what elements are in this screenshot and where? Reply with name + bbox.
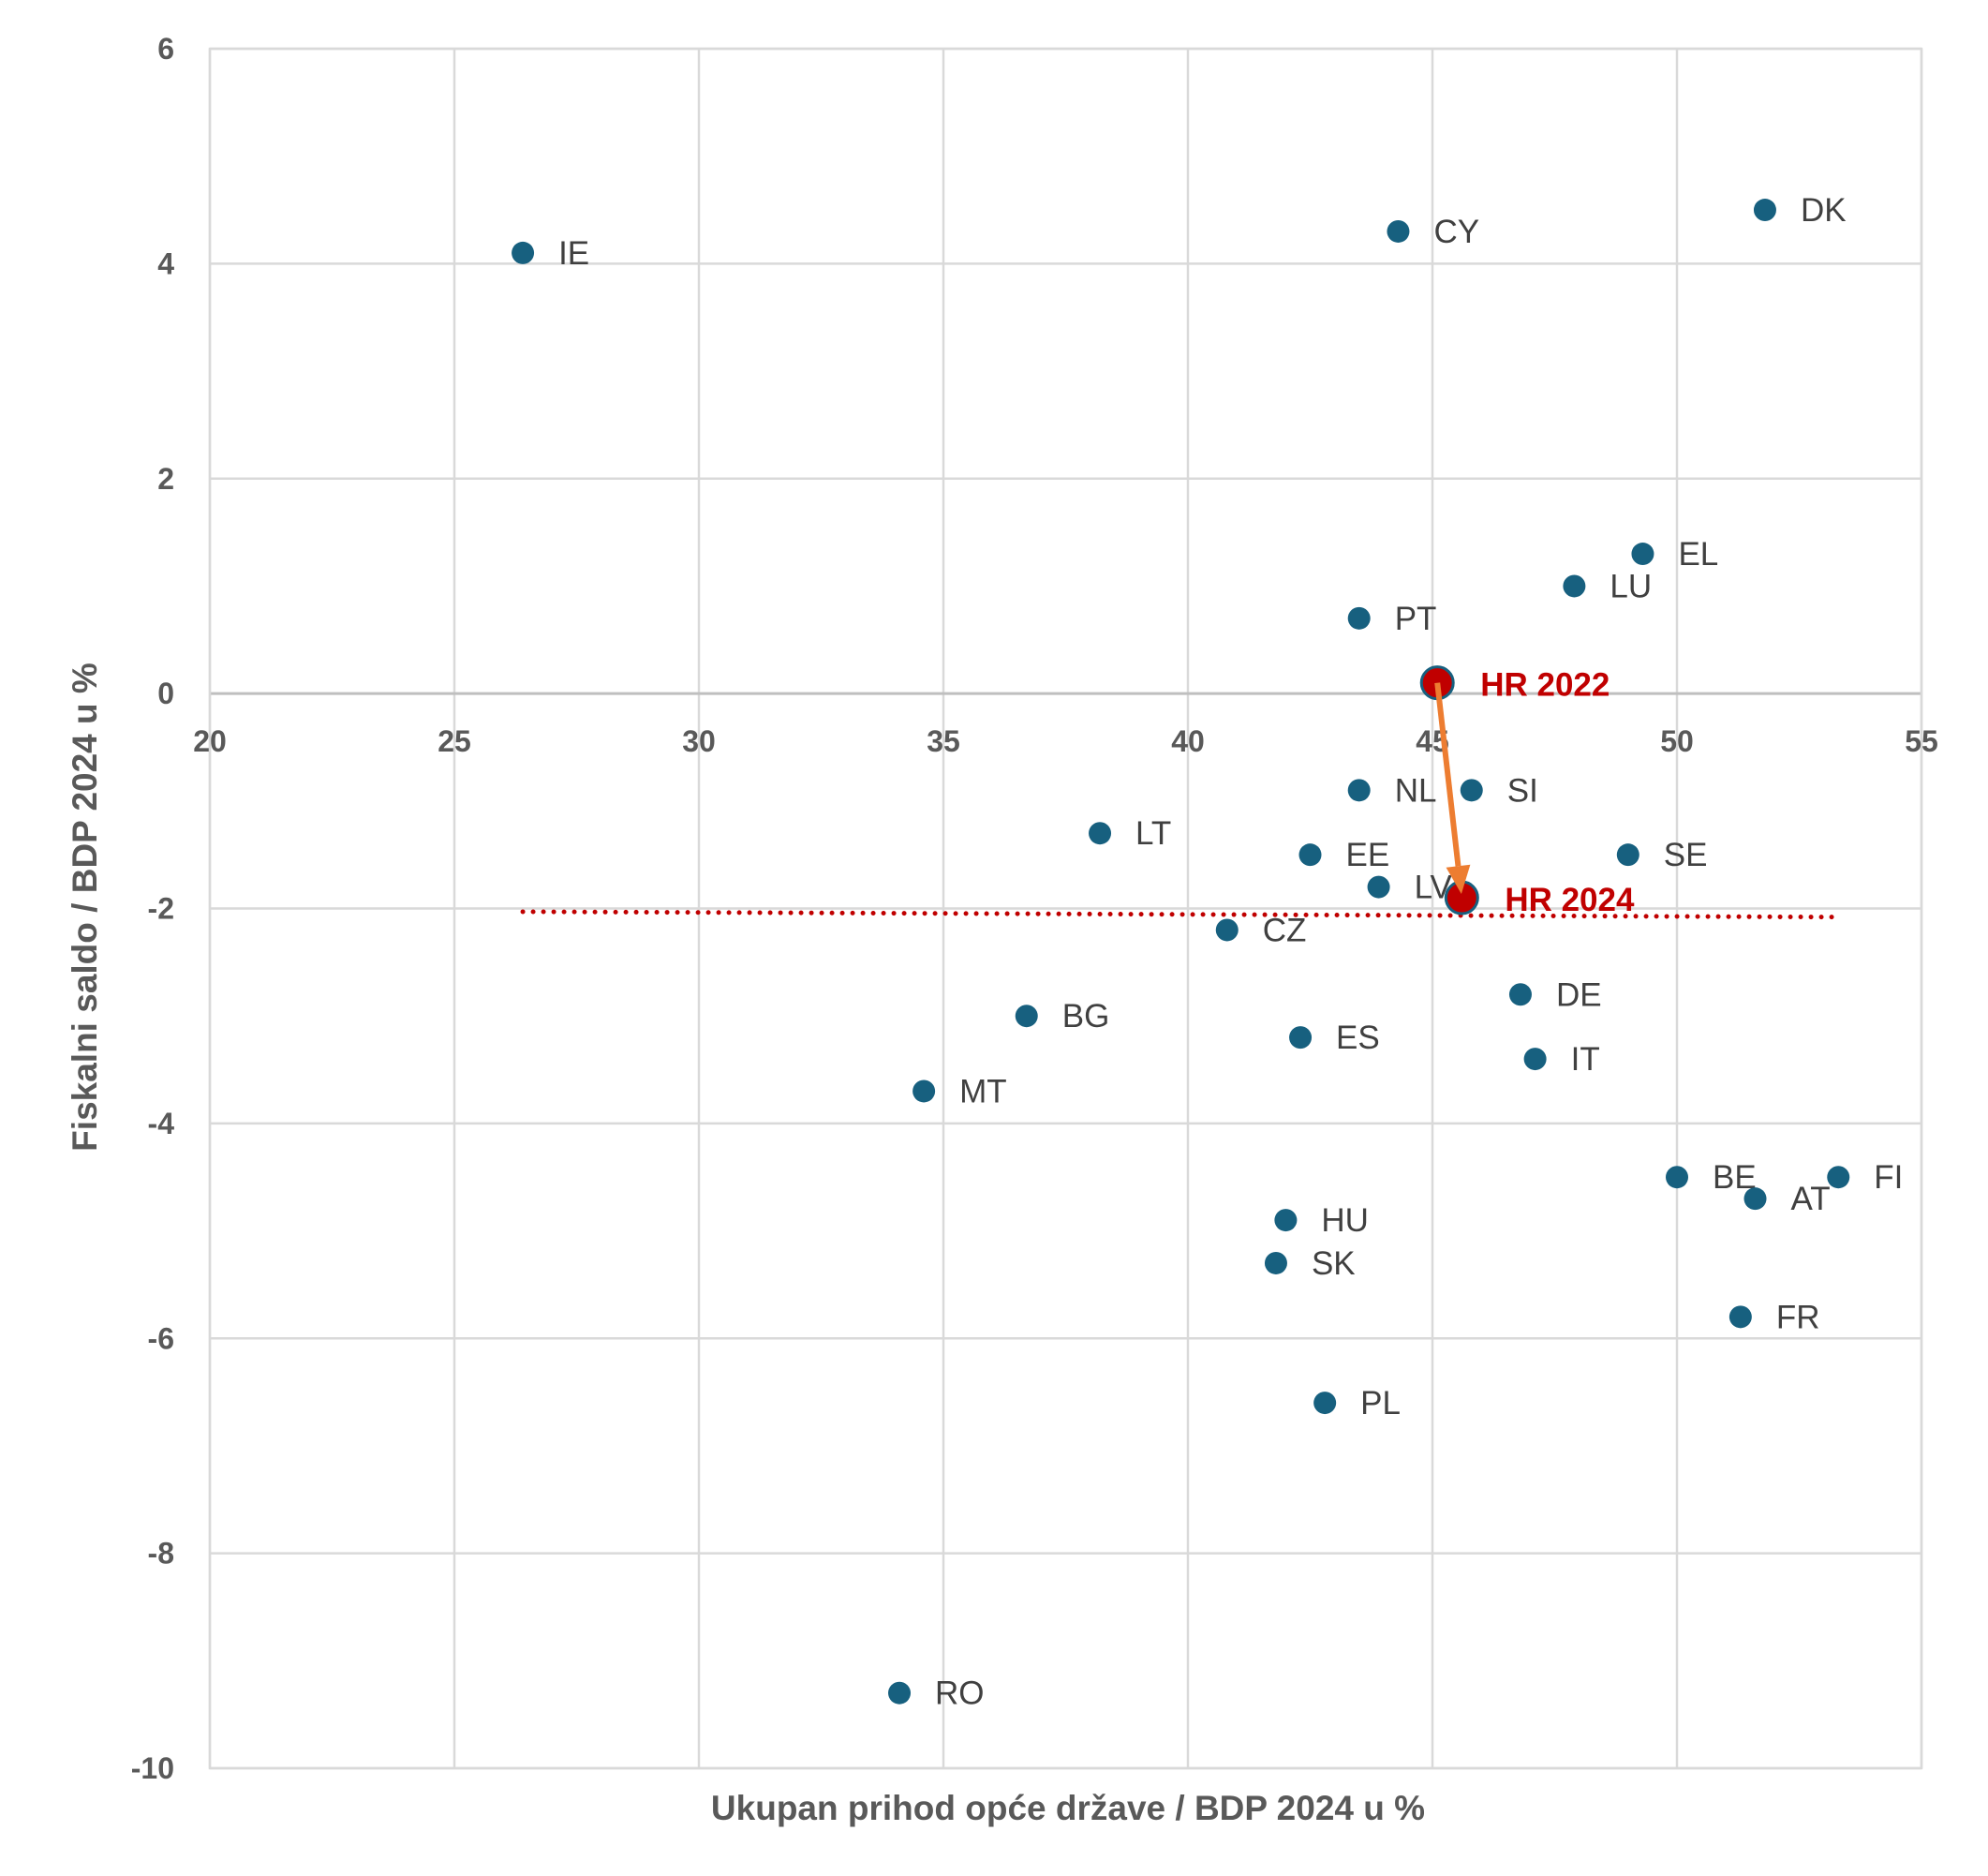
trendline-group: [520, 909, 1836, 920]
point-label-dk: DK: [1801, 192, 1847, 229]
point-label-mt: MT: [959, 1073, 1007, 1109]
point-label-pt: PT: [1395, 601, 1437, 637]
x-tick-label: 40: [1171, 724, 1205, 758]
data-point-dk: [1753, 199, 1776, 222]
data-point-fr: [1728, 1305, 1752, 1329]
y-axis-title: Fiskalni saldo / BDP 2024 u %: [66, 663, 104, 1152]
point-label-lu: LU: [1610, 568, 1652, 604]
y-tick-label: -6: [148, 1321, 174, 1355]
y-tick-label: -2: [148, 892, 174, 926]
point-label-cz: CZ: [1263, 912, 1307, 948]
gridlines: [208, 47, 1923, 1770]
point-label-pl: PL: [1360, 1385, 1401, 1422]
data-point-cz: [1215, 918, 1239, 942]
arrow-head-icon: [1446, 864, 1471, 895]
data-point-ro: [888, 1681, 912, 1705]
y-tick-label: 4: [157, 246, 174, 280]
point-label-se: SE: [1664, 837, 1708, 873]
point-label-at: AT: [1791, 1181, 1831, 1217]
point-label-ro: RO: [935, 1675, 985, 1712]
data-point-de: [1508, 983, 1532, 1006]
data-point-mt: [912, 1079, 936, 1103]
data-point-es: [1289, 1026, 1313, 1050]
data-point-hu: [1274, 1209, 1298, 1232]
point-label-sk: SK: [1312, 1245, 1356, 1282]
x-tick-label: 30: [682, 724, 716, 758]
plot-area-border: [208, 47, 1923, 1770]
data-point-se: [1616, 843, 1639, 867]
y-tick-label: -10: [131, 1751, 174, 1785]
y-tick-label: -8: [148, 1537, 174, 1571]
data-point-el: [1631, 543, 1654, 566]
point-label-cy: CY: [1433, 214, 1479, 250]
data-point-lv: [1367, 875, 1390, 899]
x-tick-label: 20: [193, 724, 227, 758]
data-point-be: [1666, 1166, 1688, 1189]
x-tick-label: 35: [927, 724, 960, 758]
point-label-hu: HU: [1321, 1202, 1369, 1239]
point-label-es: ES: [1336, 1020, 1380, 1056]
point-label-it: IT: [1571, 1041, 1600, 1078]
data-point-pl: [1313, 1392, 1337, 1415]
data-point-ee: [1298, 843, 1322, 867]
point-label-el: EL: [1678, 536, 1718, 573]
data-point-lu: [1563, 574, 1586, 598]
data-point-si: [1460, 779, 1483, 802]
point-label-si: SI: [1507, 772, 1538, 809]
y-tick-label: 2: [157, 462, 174, 496]
data-point-ie: [512, 241, 535, 264]
data-point-cy: [1387, 219, 1410, 243]
data-point-nl: [1347, 779, 1371, 802]
arrow-shaft: [1434, 682, 1461, 867]
data-point-sk: [1264, 1251, 1287, 1274]
y-tick-label: 6: [157, 32, 174, 66]
trendline: [520, 909, 1836, 920]
data-point-bg: [1015, 1005, 1038, 1028]
y-tick-label: 0: [157, 677, 174, 710]
highlight-label-1: HR 2024: [1505, 882, 1635, 918]
y-tick-label: -4: [148, 1107, 175, 1140]
point-label-nl: NL: [1395, 772, 1437, 809]
data-point-it: [1523, 1048, 1547, 1071]
data-point-at: [1743, 1187, 1767, 1211]
highlight-label-0: HR 2022: [1480, 667, 1610, 704]
x-tick-label: 25: [438, 724, 471, 758]
point-label-ie: IE: [558, 235, 589, 272]
point-label-fr: FR: [1776, 1299, 1820, 1335]
data-point-pt: [1347, 606, 1371, 630]
point-label-fi: FI: [1874, 1159, 1903, 1196]
point-label-bg: BG: [1062, 998, 1110, 1035]
point-label-ee: EE: [1346, 837, 1390, 873]
point-label-de: DE: [1556, 976, 1602, 1013]
data-point-fi: [1827, 1166, 1850, 1189]
x-tick-label: 50: [1660, 724, 1694, 758]
x-axis-title: Ukupan prihod opće države / BDP 2024 u %: [711, 1789, 1425, 1827]
x-tick-label: 55: [1905, 724, 1938, 758]
point-label-lt: LT: [1135, 815, 1171, 852]
highlight-points: HR 2022 HR 2024: [1419, 665, 1635, 918]
data-point-lt: [1089, 822, 1112, 845]
